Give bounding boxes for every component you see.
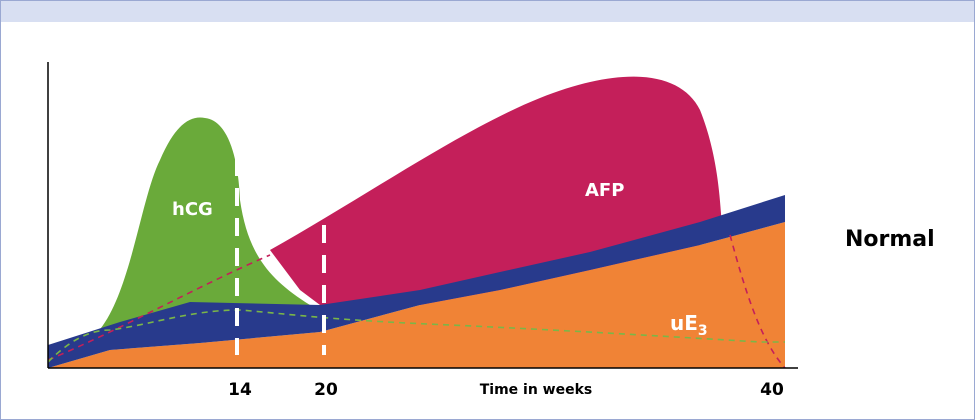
- x-tick-label-20: 20: [314, 380, 338, 400]
- ue3-dashed-line: [47, 309, 785, 363]
- status-label: Normal: [845, 227, 935, 252]
- series-label-hcg: hCG: [172, 199, 213, 220]
- series-area-hcg: [95, 117, 310, 336]
- x-axis-title: Time in weeks: [480, 382, 593, 398]
- x-tick-label-14: 14: [228, 380, 252, 400]
- series-band: [48, 195, 785, 368]
- x-tick-label-40: 40: [760, 380, 784, 400]
- series-label-afp: AFP: [585, 180, 624, 201]
- top-band: [0, 0, 975, 22]
- series-area-ue3: [48, 222, 785, 368]
- afp-dashed-line: [47, 234, 786, 369]
